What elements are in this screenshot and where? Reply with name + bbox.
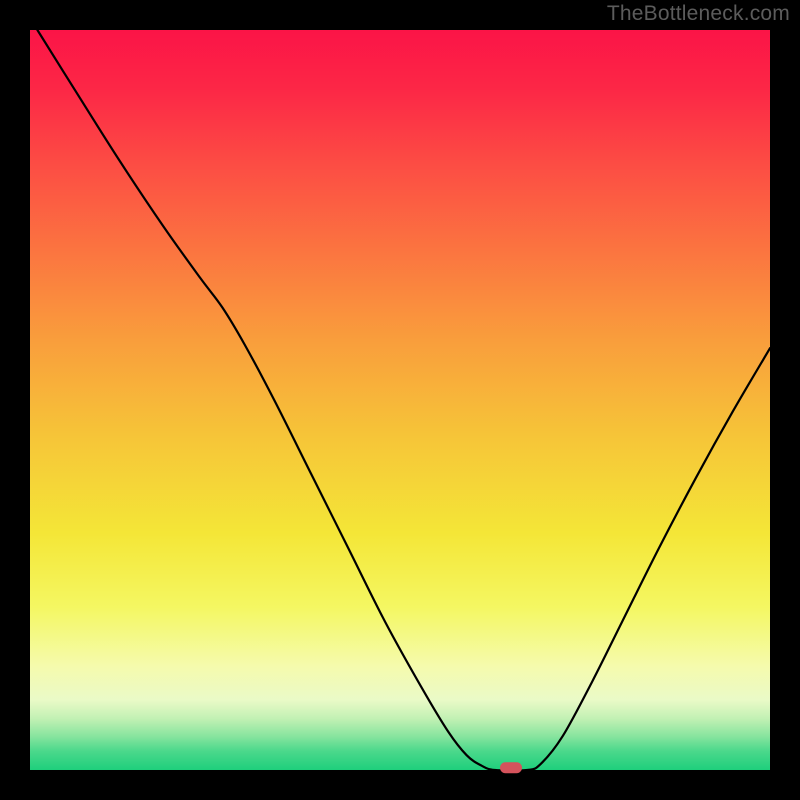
- watermark-text: TheBottleneck.com: [607, 2, 790, 26]
- bottleneck-chart: [0, 0, 800, 800]
- chart-background: [30, 30, 770, 770]
- optimal-marker: [500, 762, 522, 773]
